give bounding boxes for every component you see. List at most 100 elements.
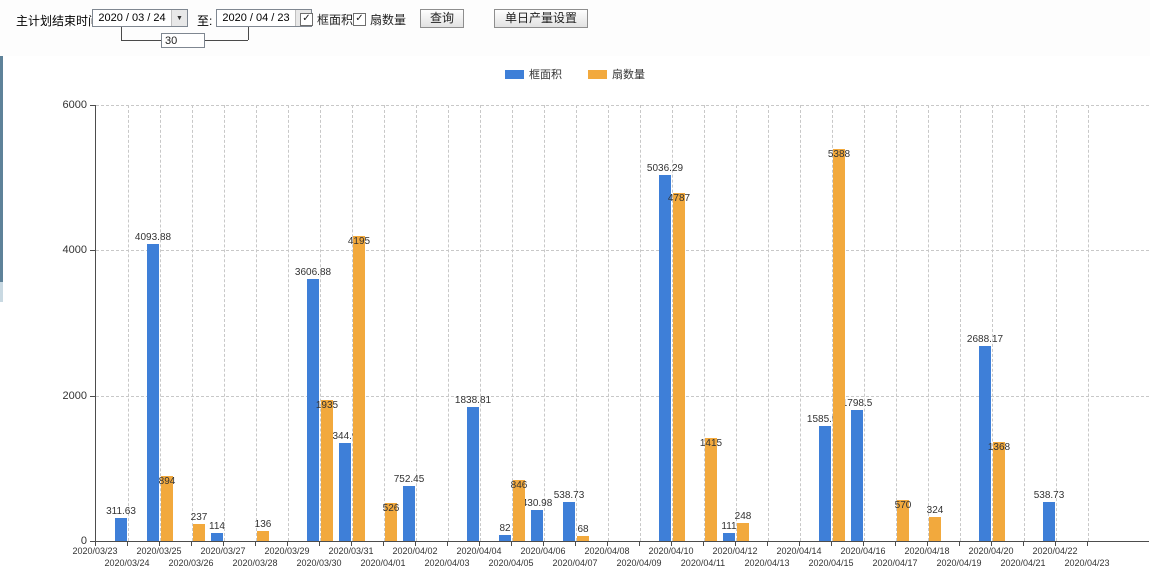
x-axis-tick (703, 542, 704, 546)
gridline-vertical (480, 105, 481, 541)
bar-frame-area (403, 486, 415, 541)
x-axis-label: 2020/03/23 (72, 546, 118, 556)
x-axis-label: 2020/04/01 (360, 558, 406, 568)
gridline-vertical (192, 105, 193, 541)
connector-line (121, 40, 161, 41)
gridline-vertical (736, 105, 737, 541)
connector-line (205, 40, 248, 41)
x-axis-label: 2020/03/26 (168, 558, 214, 568)
bar-sash-count (929, 517, 941, 541)
x-axis-tick (447, 542, 448, 546)
checkbox-sash-count[interactable]: ✓ 扇数量 (353, 11, 406, 28)
x-axis-tick (511, 542, 512, 546)
y-axis-tick (90, 541, 95, 542)
bar-frame-area (467, 407, 479, 541)
bar-sash-count (833, 149, 845, 541)
gridline-vertical (256, 105, 257, 541)
bar-sash-count (193, 523, 205, 541)
day-span-input[interactable]: 30 (161, 33, 205, 48)
gridline-vertical (544, 105, 545, 541)
x-axis-tick (1023, 542, 1024, 546)
x-axis-tick (863, 542, 864, 546)
bar-value-label: 248 (734, 510, 752, 522)
x-axis-label: 2020/03/24 (104, 558, 150, 568)
bar-value-label: 1798.5 (841, 398, 873, 410)
connector-line (121, 27, 122, 40)
bar-value-label: 752.45 (393, 474, 425, 486)
bar-sash-count (353, 236, 365, 541)
x-axis-tick (991, 542, 992, 546)
gridline-vertical (1056, 105, 1057, 541)
bar-frame-area (563, 501, 575, 541)
bar-sash-count (161, 476, 173, 541)
x-axis-label: 2020/04/15 (808, 558, 854, 568)
x-axis-label: 2020/03/30 (296, 558, 342, 568)
x-axis-label: 2020/04/06 (520, 546, 566, 556)
bar-value-label: 570 (894, 499, 912, 511)
checkbox-frame-area-label: 框面积 (317, 13, 354, 27)
gridline-vertical (448, 105, 449, 541)
query-button[interactable]: 查询 (420, 9, 464, 28)
gridline-vertical (352, 105, 353, 541)
x-axis-label: 2020/04/23 (1064, 558, 1110, 568)
gridline-vertical (640, 105, 641, 541)
gridline-vertical (576, 105, 577, 541)
bar-value-label: 4195 (347, 236, 371, 248)
plan-end-time-label: 主计划结束时间: (16, 14, 104, 28)
connector-line (248, 27, 249, 40)
gridline-vertical (864, 105, 865, 541)
bar-value-label: 114 (209, 520, 225, 532)
bar-frame-area (339, 443, 351, 541)
bar-value-label: 68 (577, 524, 589, 536)
bar-sash-count (257, 531, 269, 541)
plot-area: 311.63 4093.88 114 3606.88 1344.95 752.45 1838… (95, 105, 1149, 542)
checkbox-icon[interactable]: ✓ (300, 13, 313, 26)
gridline-vertical (960, 105, 961, 541)
daily-output-settings-button[interactable]: 单日产量设置 (494, 9, 589, 28)
x-axis-tick (543, 542, 544, 546)
bar-frame-area (659, 175, 671, 541)
x-axis-label: 2020/04/08 (584, 546, 630, 556)
bar-frame-area (211, 532, 223, 541)
bar-sash-count (993, 441, 1005, 541)
chevron-down-icon[interactable]: ▼ (171, 10, 187, 26)
checkbox-icon[interactable]: ✓ (353, 13, 366, 26)
x-axis-tick (895, 542, 896, 546)
gridline-horizontal (96, 105, 1149, 106)
bar-value-label: 1935 (315, 400, 339, 412)
bar-frame-area (307, 278, 319, 541)
legend-swatch-orange (588, 69, 607, 79)
date-to-value: 2020 / 04 / 23 (222, 12, 290, 24)
bar-value-label: 311.63 (106, 506, 136, 518)
y-axis-tick (90, 250, 95, 252)
bar-value-label: 846 (510, 479, 528, 491)
bar-value-label: 82 (499, 523, 511, 535)
bar-value-label: 538.73 (553, 489, 585, 501)
gridline-vertical (384, 105, 385, 541)
bar-frame-area (1043, 501, 1055, 541)
x-axis-tick (127, 542, 128, 546)
bar-value-label: 237 (190, 511, 208, 523)
bar-frame-area (115, 518, 127, 541)
y-axis-label: 6000 (62, 99, 87, 111)
bar-frame-area (851, 410, 863, 541)
legend-item-frame-area: 框面积 (505, 66, 562, 82)
chart-legend: 框面积 扇数量 (0, 66, 1150, 82)
x-axis-tick (287, 542, 288, 546)
date-from-picker[interactable]: 2020 / 03 / 24 ▼ (92, 9, 188, 27)
bar-frame-area (979, 345, 991, 541)
x-axis-label: 2020/04/17 (872, 558, 918, 568)
x-axis-label: 2020/04/16 (840, 546, 886, 556)
x-axis-label: 2020/03/31 (328, 546, 374, 556)
checkbox-frame-area[interactable]: ✓ 框面积 (300, 11, 353, 28)
x-axis-label: 2020/04/21 (1000, 558, 1046, 568)
bar-value-label: 1838.81 (454, 395, 492, 407)
bar-value-label: 4787 (667, 193, 691, 205)
y-axis-tick (90, 395, 95, 397)
x-axis-tick (95, 542, 96, 546)
legend-label: 扇数量 (612, 69, 645, 81)
window-edge-strip (0, 0, 3, 282)
bar-sash-count (513, 479, 525, 541)
x-axis-tick (959, 542, 960, 546)
